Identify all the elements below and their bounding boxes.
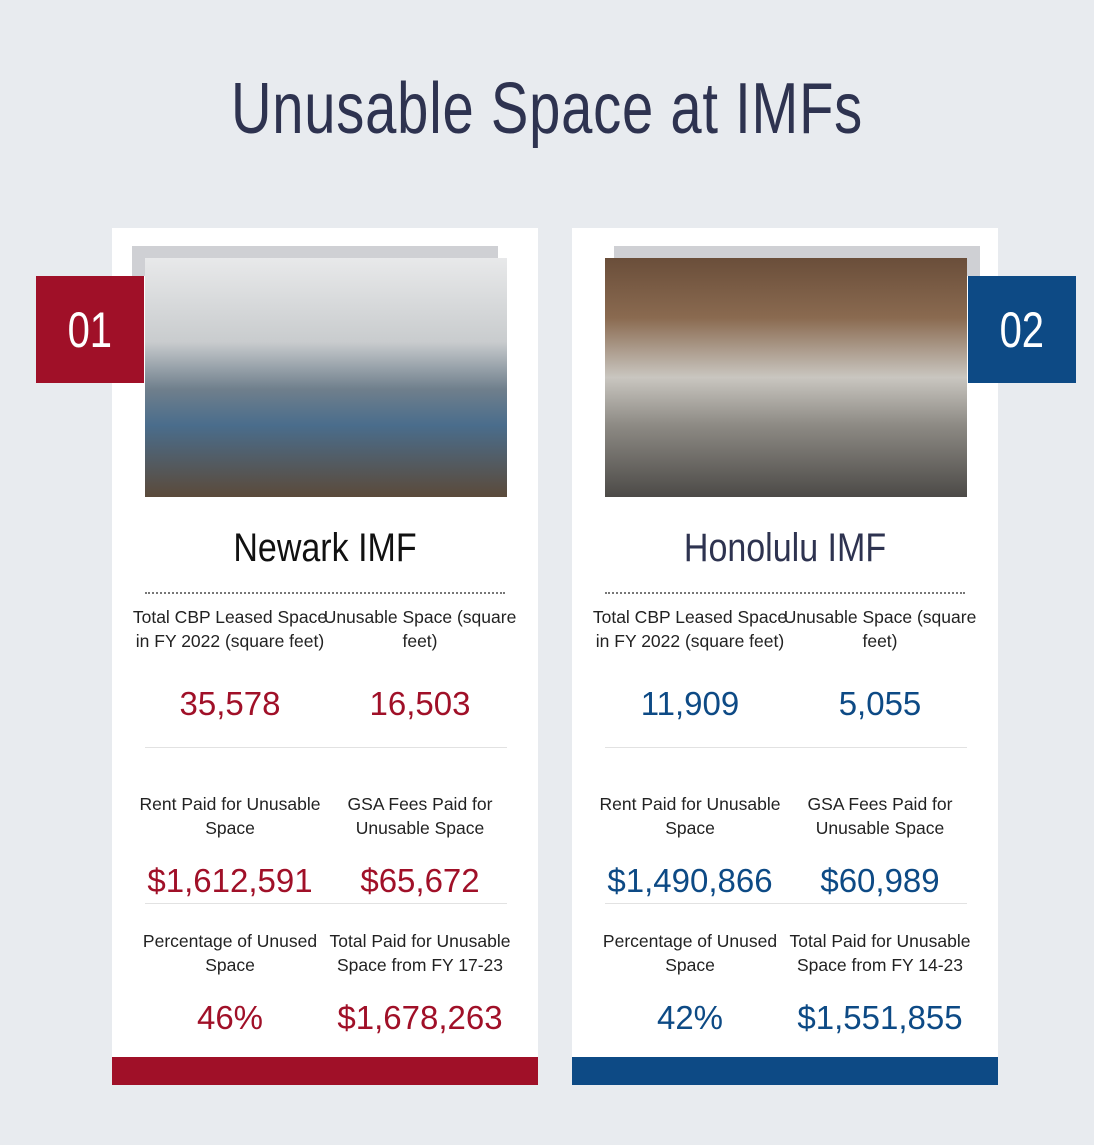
separator xyxy=(605,903,967,904)
divider xyxy=(145,592,505,594)
accent-bar xyxy=(112,1057,538,1085)
stat-value: $1,612,591 xyxy=(147,862,313,899)
stat: Total CBP Leased Space in FY 2022 (squar… xyxy=(132,605,328,723)
separator xyxy=(145,747,507,748)
stat-value: 46% xyxy=(196,999,264,1036)
photo xyxy=(145,258,507,497)
badge-number: 02 xyxy=(999,301,1045,358)
stat: Total CBP Leased Space in FY 2022 (squar… xyxy=(592,605,788,723)
stat-value: 42% xyxy=(656,999,724,1036)
photo xyxy=(605,258,967,497)
stat-label: Unusable Space (square feet) xyxy=(323,607,517,651)
stat: Rent Paid for Unusable Space $1,490,866 xyxy=(592,778,788,900)
stat-label: GSA Fees Paid for Unusable Space xyxy=(347,794,493,838)
stat: Percentage of Unused Space 46% xyxy=(132,915,328,1037)
separator xyxy=(145,903,507,904)
title: Unusable Space at IMFs xyxy=(230,69,864,149)
stat: Unusable Space (square feet) 16,503 xyxy=(322,605,518,723)
stat-value: $1,678,263 xyxy=(337,999,503,1036)
stat-label: Total Paid for Unusable Space from FY 14… xyxy=(789,931,971,975)
stat-value: $65,672 xyxy=(360,862,480,899)
stat: GSA Fees Paid for Unusable Space $65,672 xyxy=(322,778,518,900)
stat-value: 5,055 xyxy=(838,685,922,722)
stat-value: $1,490,866 xyxy=(607,862,773,899)
stat-label: Total CBP Leased Space in FY 2022 (squar… xyxy=(132,607,328,651)
stat-label: Rent Paid for Unusable Space xyxy=(139,794,321,838)
location-name: Honolulu IMF xyxy=(683,526,887,570)
stat: GSA Fees Paid for Unusable Space $60,989 xyxy=(782,778,978,900)
stat: Total Paid for Unusable Space from FY 17… xyxy=(322,915,518,1037)
stat-label: Total CBP Leased Space in FY 2022 (squar… xyxy=(592,607,788,651)
stat-label: Rent Paid for Unusable Space xyxy=(599,794,781,838)
badge: 01 xyxy=(36,276,144,383)
badge-number: 01 xyxy=(67,301,113,358)
stat: Total Paid for Unusable Space from FY 14… xyxy=(782,915,978,1037)
location-name: Newark IMF xyxy=(233,526,417,570)
stat-label: Total Paid for Unusable Space from FY 17… xyxy=(329,931,511,975)
stat-value: $1,551,855 xyxy=(797,999,963,1036)
stat-value: 16,503 xyxy=(369,685,471,722)
divider xyxy=(605,592,965,594)
stat: Unusable Space (square feet) 5,055 xyxy=(782,605,978,723)
stat-label: Percentage of Unused Space xyxy=(602,931,778,975)
stat-label: Percentage of Unused Space xyxy=(142,931,318,975)
stat: Percentage of Unused Space 42% xyxy=(592,915,788,1037)
card: Newark IMF Total CBP Leased Space in FY 2… xyxy=(112,228,538,1085)
stat-value: 11,909 xyxy=(640,685,740,722)
stat-label: Unusable Space (square feet) xyxy=(783,607,977,651)
badge: 02 xyxy=(968,276,1076,383)
accent-bar xyxy=(572,1057,998,1085)
card: Honolulu IMF Total CBP Leased Space in FY… xyxy=(572,228,998,1085)
stat-value: 35,578 xyxy=(179,685,281,722)
stat-value: $60,989 xyxy=(820,862,940,899)
separator xyxy=(605,747,967,748)
stat: Rent Paid for Unusable Space $1,612,591 xyxy=(132,778,328,900)
stat-label: GSA Fees Paid for Unusable Space xyxy=(807,794,953,838)
